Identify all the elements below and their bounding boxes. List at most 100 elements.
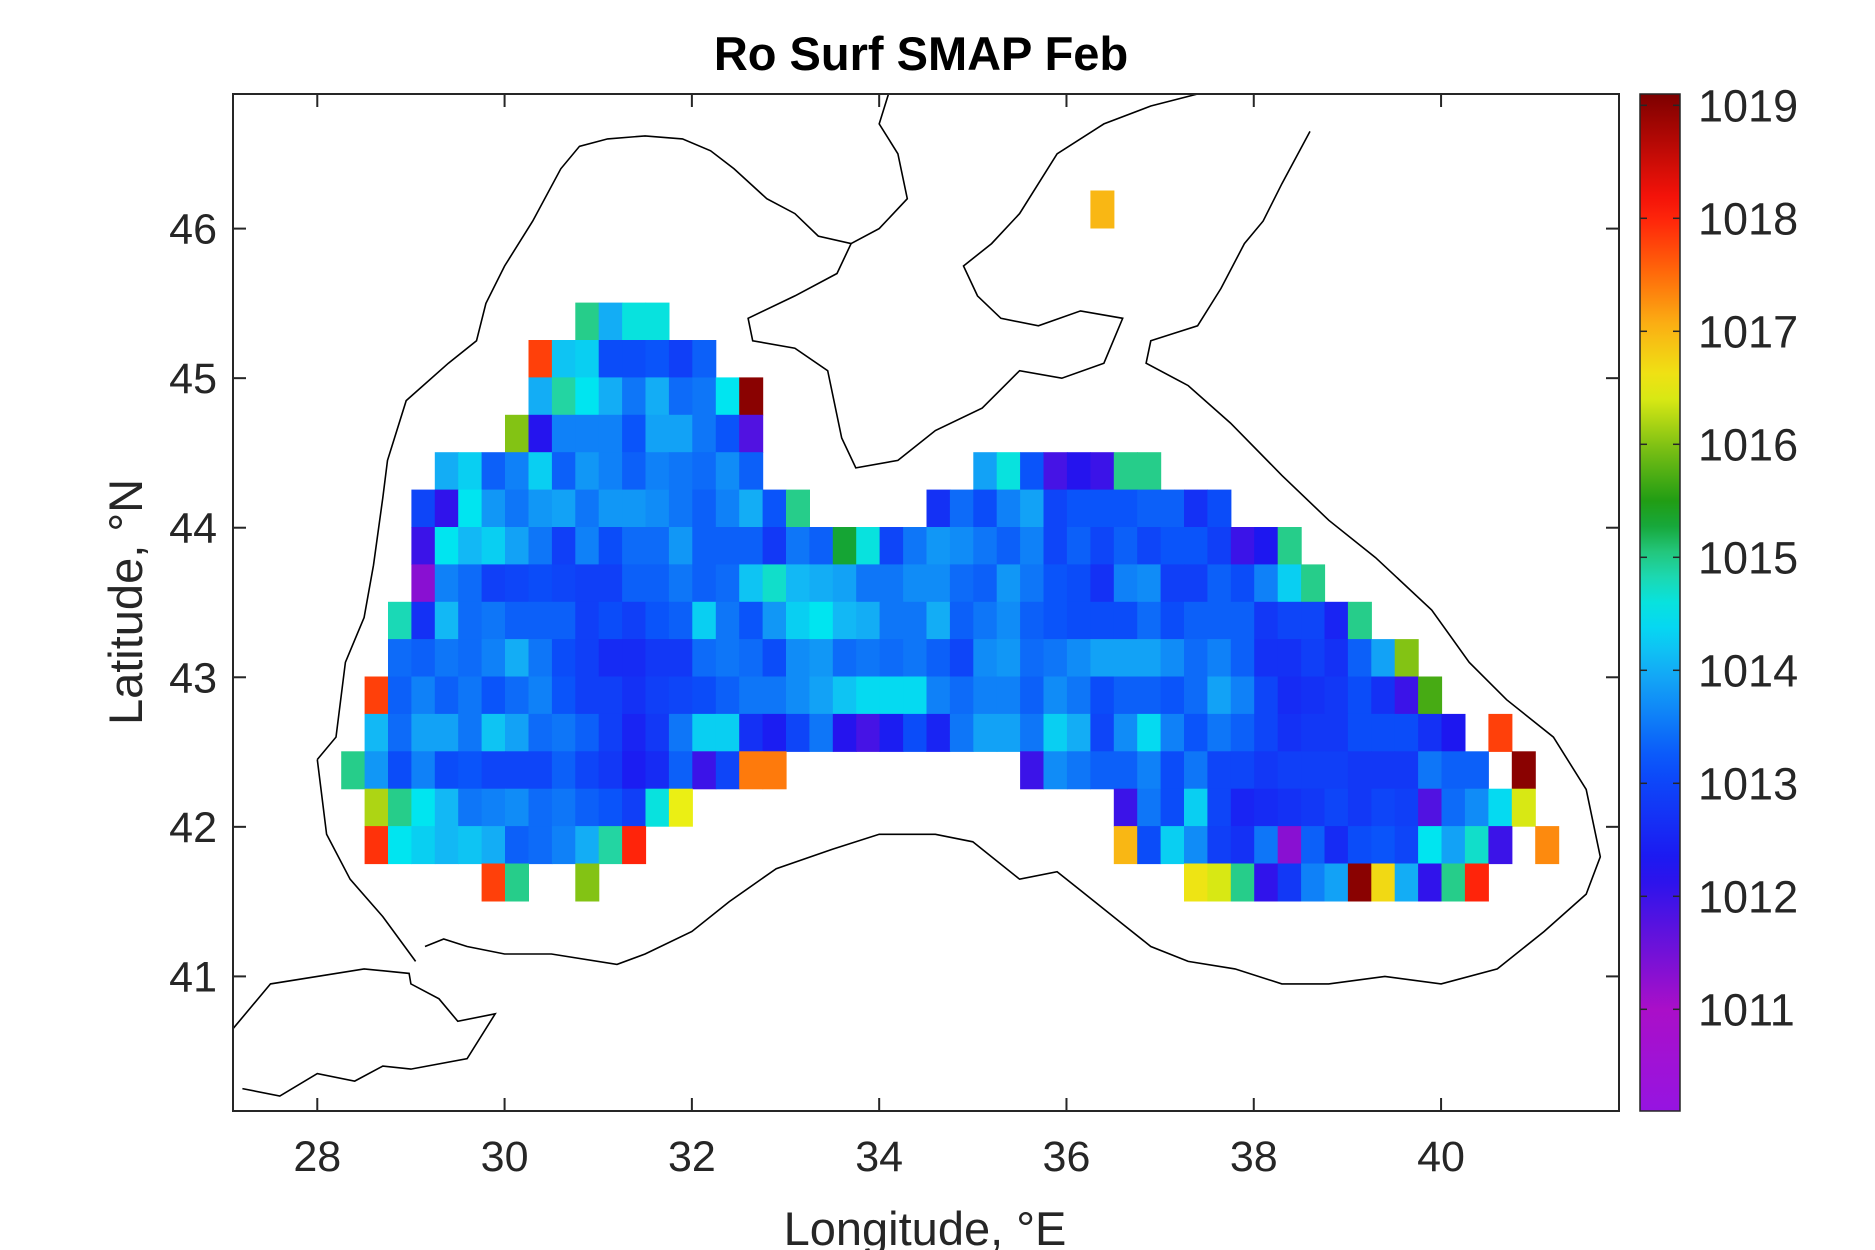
heatmap-cell xyxy=(1184,751,1208,790)
heatmap-cell xyxy=(598,826,623,865)
heatmap-cell xyxy=(1488,826,1513,865)
heatmap-cell xyxy=(973,452,998,491)
y-tick-label: 41 xyxy=(169,953,217,1001)
heatmap-cell xyxy=(692,601,717,640)
heatmap-cell xyxy=(1301,751,1326,790)
heatmap-cell xyxy=(1137,639,1162,678)
heatmap-cell xyxy=(715,676,740,715)
x-tick-label: 38 xyxy=(1230,1133,1278,1181)
heatmap-cell xyxy=(528,751,553,790)
colorbar-tick-label: 1011 xyxy=(1698,984,1795,1035)
heatmap-cell xyxy=(1184,713,1208,752)
heatmap-cell xyxy=(1090,564,1115,603)
heatmap-cell xyxy=(645,676,670,715)
heatmap-cell xyxy=(622,639,647,678)
heatmap-cell xyxy=(1043,489,1068,528)
heatmap-cell xyxy=(575,601,600,640)
heatmap-cell xyxy=(434,676,459,715)
colorbar-tick-label: 1014 xyxy=(1698,645,1798,696)
heatmap-cell xyxy=(1464,751,1489,790)
heatmap-cell xyxy=(1137,788,1162,827)
heatmap-cell xyxy=(1277,751,1302,790)
heatmap-cell xyxy=(598,676,623,715)
plot-area-frame xyxy=(232,93,1620,1112)
heatmap-cell xyxy=(1020,452,1045,491)
heatmap-cell xyxy=(1160,788,1185,827)
heatmap-cell xyxy=(622,751,647,790)
heatmap-cell xyxy=(1137,452,1162,491)
heatmap-cell xyxy=(528,414,553,453)
heatmap-cell xyxy=(575,452,600,491)
heatmap-cell xyxy=(528,489,553,528)
heatmap-cell xyxy=(551,340,576,378)
heatmap-cell xyxy=(1113,788,1138,827)
heatmap-cell xyxy=(809,564,834,603)
heatmap-cell xyxy=(926,676,951,715)
heatmap-cell xyxy=(1066,751,1091,790)
heatmap-cell xyxy=(1043,713,1068,752)
heatmap-cell xyxy=(388,601,412,640)
heatmap-cell xyxy=(1301,713,1326,752)
heatmap-cell xyxy=(1207,713,1232,752)
heatmap-cell xyxy=(1301,863,1326,902)
heatmap-cell xyxy=(1137,826,1162,865)
heatmap-cell xyxy=(434,639,459,678)
heatmap-cell xyxy=(692,414,717,453)
heatmap-cell xyxy=(645,751,670,790)
heatmap-cell xyxy=(668,751,693,790)
heatmap-cell xyxy=(973,639,998,678)
heatmap-cell xyxy=(1277,527,1302,565)
heatmap-cell xyxy=(598,377,623,416)
heatmap-cell xyxy=(1230,826,1255,865)
heatmap-cell xyxy=(1324,639,1349,678)
heatmap-cell xyxy=(458,489,483,528)
heatmap-cell xyxy=(856,527,881,565)
heatmap-cell xyxy=(949,639,974,678)
heatmap-cell xyxy=(832,601,857,640)
heatmap-cell xyxy=(1090,601,1115,640)
heatmap-cell xyxy=(739,377,764,416)
heatmap-cell xyxy=(1254,826,1279,865)
heatmap-cell xyxy=(949,676,974,715)
heatmap-cell xyxy=(505,564,529,603)
heatmap-cell xyxy=(575,826,600,865)
y-tick-label: 42 xyxy=(169,804,217,852)
heatmap-cell xyxy=(622,340,647,378)
heatmap-cell xyxy=(1464,788,1489,827)
heatmap-cell xyxy=(411,601,436,640)
heatmap-cell xyxy=(388,639,412,678)
heatmap-cell xyxy=(949,564,974,603)
heatmap-cell xyxy=(715,414,740,453)
heatmap-cell xyxy=(1230,564,1255,603)
heatmap-cell xyxy=(575,863,600,902)
heatmap-cell xyxy=(786,601,810,640)
heatmap-cell xyxy=(1090,452,1115,491)
x-tick-label: 34 xyxy=(855,1133,903,1181)
heatmap-cell xyxy=(879,676,904,715)
heatmap-cell xyxy=(411,639,436,678)
heatmap-cell xyxy=(622,826,647,865)
heatmap-cell xyxy=(668,788,693,827)
heatmap-cell xyxy=(715,377,740,416)
heatmap-cell xyxy=(1066,564,1091,603)
heatmap-cell xyxy=(809,676,834,715)
heatmap-cell xyxy=(1371,751,1396,790)
heatmap-cell xyxy=(528,788,553,827)
heatmap-cell xyxy=(715,489,740,528)
heatmap-cell xyxy=(622,788,647,827)
heatmap-cell xyxy=(528,676,553,715)
heatmap-cell xyxy=(1020,489,1045,528)
heatmap-cell xyxy=(926,639,951,678)
heatmap-cell xyxy=(1511,788,1536,827)
heatmap-cell xyxy=(879,564,904,603)
heatmap-cell xyxy=(1347,713,1372,752)
heatmap-cell xyxy=(1020,713,1045,752)
heatmap-cell xyxy=(1230,601,1255,640)
heatmap-cell xyxy=(551,751,576,790)
y-tick-label: 46 xyxy=(169,206,217,254)
heatmap-cell xyxy=(903,639,928,678)
heatmap-cell xyxy=(598,564,623,603)
heatmap-cell xyxy=(622,676,647,715)
heatmap-cell xyxy=(832,527,857,565)
heatmap-cell xyxy=(1347,639,1372,678)
